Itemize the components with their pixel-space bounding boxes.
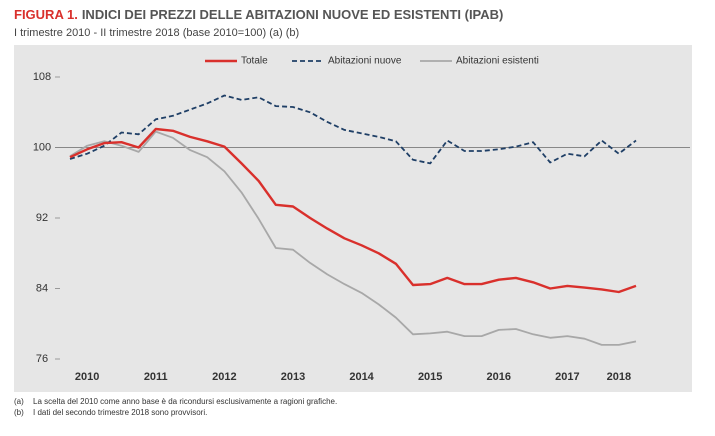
y-tick-label: 76 [36,353,48,365]
series-line [69,130,637,346]
title-prefix: FIGURA 1. [14,7,78,22]
note-text: La scelta del 2010 come anno base è da r… [33,397,337,406]
series-line [69,127,637,294]
x-tick-label: 2015 [418,371,442,383]
y-tick-label: 92 [36,212,48,224]
legend-label: Totale [241,56,268,67]
x-tick-label: 2016 [487,371,511,383]
chart-title: FIGURA 1. INDICI DEI PREZZI DELLE ABITAZI… [14,7,503,22]
x-tick-label: 2014 [349,371,374,383]
plot-background [14,45,692,392]
note-marker: (b) [14,408,24,417]
x-tick-label: 2012 [212,371,236,383]
x-tick-label: 2013 [281,371,305,383]
note-text: I dati del secondo trimestre 2018 sono p… [33,408,207,417]
notes: (a) La scelta del 2010 come anno base è d… [14,397,337,417]
x-tick-label: 2010 [75,371,99,383]
title-text: INDICI DEI PREZZI DELLE ABITAZIONI NUOVE… [82,7,504,22]
x-tick-label: 2011 [144,371,168,383]
y-tick-label: 100 [33,141,51,153]
legend-label: Abitazioni esistenti [456,56,539,67]
x-tick-label: 2017 [555,371,579,383]
y-tick-label: 108 [33,71,51,83]
series-line [69,94,637,165]
y-tick-label: 84 [36,282,48,294]
subtitle: I trimestre 2010 - II trimestre 2018 (ba… [14,27,299,39]
x-tick-label: 2018 [607,371,631,383]
note-marker: (a) [14,397,24,406]
legend-label: Abitazioni nuove [328,56,402,67]
